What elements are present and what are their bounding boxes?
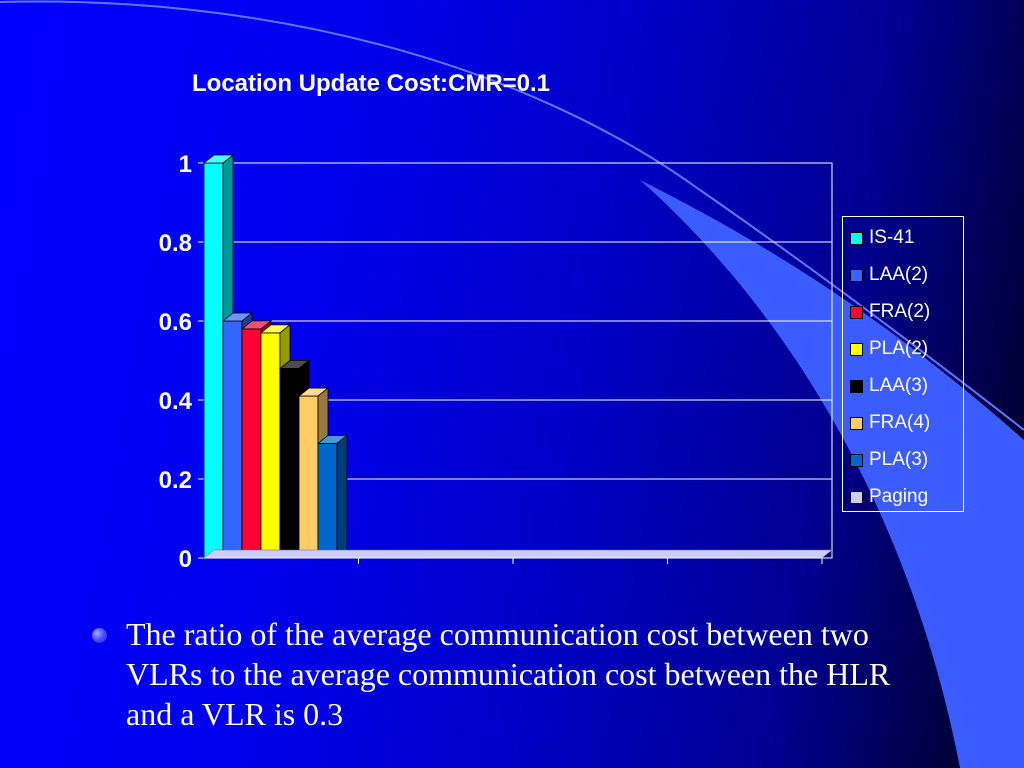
bar-front	[241, 328, 262, 559]
bar-pla-3	[316, 434, 349, 559]
legend-label: FRA(4)	[869, 412, 931, 433]
legend-label: PLA(2)	[869, 338, 929, 359]
bullet-icon	[92, 628, 107, 643]
legend-label: LAA(2)	[869, 264, 929, 285]
bar-front	[203, 162, 224, 559]
legend-item: PLA(3)	[850, 447, 928, 473]
legend-swatch	[850, 416, 863, 430]
accent-swoosh	[640, 180, 1024, 768]
legend-swatch	[850, 231, 863, 245]
bar-chart: 0 0.2 0.4 0.6 0.8 1	[159, 151, 833, 573]
y-axis-tick-labels: 0 0.2 0.4 0.6 0.8 1	[159, 151, 204, 573]
legend-label: FRA(2)	[869, 301, 931, 322]
legend: IS-41 LAA(2) FRA(2) PLA(2) LAA(3) FRA(4) PLA(3…	[842, 216, 964, 512]
thin-arc-line	[0, 0, 701, 191]
legend-swatch	[850, 379, 863, 393]
legend-item: FRA(2)	[850, 299, 930, 325]
x-axis	[203, 549, 833, 564]
bar-front	[298, 395, 319, 559]
y-tick-label: 0.2	[159, 467, 192, 494]
bar-side	[336, 434, 348, 559]
bar-front	[260, 332, 281, 559]
legend-label: LAA(3)	[869, 375, 929, 396]
legend-item: FRA(4)	[850, 410, 930, 436]
legend-swatch	[850, 268, 863, 282]
legend-swatch	[850, 305, 863, 319]
y-tick-label: 0.8	[159, 230, 192, 257]
legend-item: Paging	[850, 484, 928, 510]
bars	[202, 154, 349, 559]
legend-swatch	[850, 453, 863, 467]
legend-label: PLA(3)	[869, 449, 929, 470]
y-tick-label: 0.4	[159, 388, 193, 415]
thin-arc-line-2	[699, 189, 1024, 431]
legend-item: PLA(2)	[850, 336, 928, 362]
chart-title: Location Update Cost:CMR=0.1	[192, 70, 551, 97]
y-tick-label: 0	[179, 546, 192, 573]
legend-item: LAA(2)	[850, 262, 928, 288]
bar-front	[279, 367, 300, 559]
legend-label: IS-41	[869, 227, 915, 248]
legend-label: Paging	[869, 486, 929, 507]
chart-floor	[203, 549, 833, 559]
legend-swatch	[850, 342, 863, 356]
y-tick-label: 1	[179, 151, 192, 178]
legend-item: LAA(3)	[850, 373, 928, 399]
legend-swatch	[850, 490, 863, 504]
bullet-text: The ratio of the average communication c…	[126, 616, 891, 732]
legend-item: IS-41	[850, 225, 914, 251]
y-tick-label: 0.6	[159, 309, 192, 336]
bar-front	[317, 443, 338, 559]
bar-front	[222, 320, 243, 559]
